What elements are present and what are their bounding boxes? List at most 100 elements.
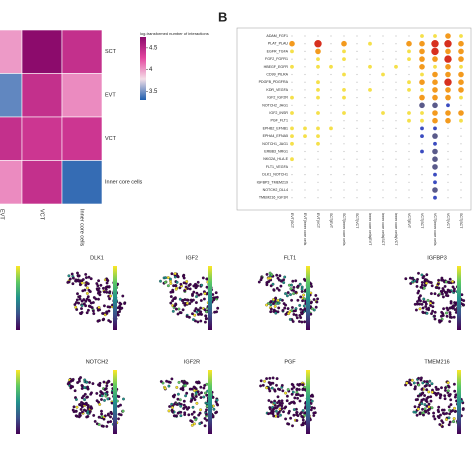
cell-point (99, 283, 103, 287)
dot (317, 174, 319, 176)
cell-point (203, 320, 207, 324)
cell-point (270, 386, 274, 390)
cell-point (85, 415, 89, 419)
dot (290, 134, 294, 139)
dot (291, 120, 293, 122)
cell-point (281, 389, 285, 393)
cell-point (301, 388, 305, 392)
cell-point (82, 302, 86, 306)
dot (459, 118, 463, 123)
dot (317, 158, 319, 160)
cell-point (415, 284, 419, 288)
cell-point (77, 301, 81, 305)
cell-point (272, 288, 276, 292)
cell-point (445, 418, 448, 421)
cell-point (286, 307, 290, 311)
cell-point (312, 298, 316, 301)
cell-point (95, 391, 99, 395)
cell-point (418, 307, 422, 311)
cell-point (267, 412, 270, 416)
dot (458, 110, 464, 116)
heatmap-cell (0, 73, 23, 118)
dot (447, 127, 449, 129)
dot (458, 87, 464, 93)
dot (343, 35, 345, 37)
dot (460, 189, 462, 191)
cell-point (268, 389, 272, 393)
cell-point (88, 410, 92, 413)
cell-point (451, 420, 455, 423)
cell-point (195, 295, 198, 299)
cell-point (193, 389, 197, 393)
dot (433, 172, 437, 177)
cell-point (423, 283, 427, 287)
dot (408, 73, 410, 76)
cell-point (416, 291, 420, 295)
dot (460, 150, 462, 153)
row-label: NOTCH1_JAG1 (262, 142, 288, 146)
cell-point (284, 312, 288, 316)
cell-point (445, 311, 448, 315)
cell-point (170, 272, 174, 276)
cell-point (276, 276, 280, 280)
cell-point (286, 388, 290, 391)
row-label: IGF2_INSR (269, 111, 288, 115)
cell-point (178, 297, 182, 301)
row-label: SCT (105, 49, 117, 55)
cell-point (187, 315, 191, 319)
cell-point (77, 274, 80, 278)
cell-point (269, 310, 273, 314)
column-label: Inner core cells|SCT (381, 213, 385, 246)
cell-point (109, 420, 113, 424)
cell-point (265, 272, 269, 276)
row-label: PLAT_PLAU (268, 42, 289, 46)
cell-point (285, 394, 289, 398)
cell-point (71, 377, 75, 381)
dot (432, 187, 438, 193)
cell-point (196, 320, 200, 324)
cell-point (205, 277, 209, 281)
dot (460, 104, 462, 106)
cell-point (425, 380, 429, 384)
column-label: SCT|VCT (355, 213, 359, 229)
row-label: HBEGF_EGFR (264, 65, 289, 69)
cell-point (75, 298, 79, 302)
cell-point (433, 292, 437, 296)
dot (395, 189, 397, 191)
cell-point (192, 410, 196, 414)
cell-point (106, 305, 110, 309)
column-label: Inner core cells|EVT (368, 213, 372, 246)
cell-point (271, 376, 275, 380)
cell-point (299, 316, 303, 320)
dot (369, 143, 371, 145)
cell-point (278, 274, 282, 278)
cell-point (202, 386, 206, 390)
dot (433, 34, 437, 38)
cell-point (448, 420, 452, 424)
cell-point (435, 388, 439, 391)
dot (382, 81, 384, 83)
cell-point (110, 412, 114, 416)
row-label: EPHA4_EFNA5 (263, 134, 288, 138)
row-label: Inner core cells (105, 180, 143, 186)
row-label: NOTCH2_JAG1 (262, 103, 288, 107)
cell-point (431, 301, 435, 305)
cell-point (97, 415, 101, 419)
dot (408, 66, 410, 68)
row-label: IGF2_IGF2R (267, 96, 288, 100)
dot (316, 126, 320, 131)
cell-point (300, 411, 303, 415)
dot (342, 57, 346, 61)
cell-point (212, 298, 216, 302)
cell-point (314, 293, 318, 297)
dot (330, 43, 332, 45)
cell-point (294, 309, 297, 313)
cell-point (412, 410, 416, 414)
feature-title: IGF2R (184, 359, 200, 365)
dot (330, 50, 332, 53)
cell-point (85, 380, 89, 384)
cell-point (191, 298, 195, 302)
dot (356, 43, 358, 45)
cell-point (102, 380, 106, 384)
dot (407, 118, 411, 123)
